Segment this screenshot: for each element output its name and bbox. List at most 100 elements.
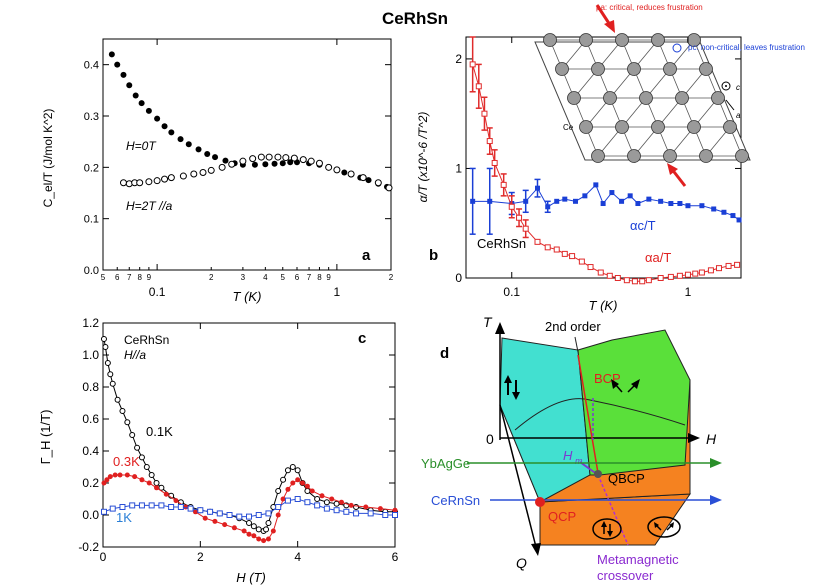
panel-c-series-0-3k-point (163, 491, 169, 497)
panel-a-series-h-2t-a-point (333, 166, 341, 174)
panel-b-series--a-t-point (631, 278, 638, 285)
panel-b-label: b (429, 247, 438, 264)
inset-ce-atom (699, 149, 713, 163)
panel-a-series-h-2t-a-point (218, 163, 226, 171)
panel-a-xminor-label: 3 (241, 273, 246, 282)
panel-c-series-1k-point (100, 508, 107, 515)
panel-c-series-0-3k-point (265, 536, 271, 542)
panel-a-series-h-2t-a-point (257, 153, 265, 161)
panel-a-series-h-2t-a-point (359, 174, 367, 182)
panel-c-series-0-1k-point (255, 526, 262, 533)
panel-c-series-0-1k-point (114, 396, 121, 403)
panel-c-series-0-3k-point (101, 480, 107, 486)
panel-b-series--c-t-point (677, 201, 683, 207)
panel-b-series--a-t-point (623, 277, 630, 284)
panel-b-series--a-t-point (544, 244, 551, 251)
panel-c-series-0-1k-point (284, 467, 291, 474)
spin-circle-canted-icon (647, 516, 681, 538)
panel-c-series-0-1k-point (294, 467, 301, 474)
panel-c-series-0-1k-point (148, 472, 155, 478)
panel-b-xlabel: T (K) (589, 298, 618, 313)
panel-c-series-0-1k-point (104, 360, 111, 366)
panel-c-series-0-3k-point (251, 533, 257, 539)
panel-b-series--c-t-point (582, 193, 588, 199)
inset-ce-label: Ce (563, 123, 574, 132)
panel-a-series-h-2t-a-point (207, 166, 215, 174)
inset-ce-atom (603, 91, 617, 105)
panel-a-series-h-2t-a-point (290, 154, 298, 162)
panel-a-series-h-0t-point (177, 136, 184, 143)
panel-c-series-0-1k-point (275, 488, 282, 494)
panel-c-series-1k-point (148, 502, 155, 509)
spin-circle-updown-icon (592, 518, 622, 540)
panel-c-series-0-1k-point (134, 444, 141, 451)
panel-b-series--c-t-point (668, 201, 674, 207)
panel-a-series-h-0t-point (262, 161, 269, 168)
panel-c-series-1k-point (304, 499, 311, 506)
panel-c: 0 2 4 6 -0.2 0.0 0.2 0.4 0.6 0.8 1.0 1.2 c CeRhSn H… (38, 316, 399, 585)
panel-b-series--c-t-point (609, 190, 615, 196)
panel-c-xlabel: H (T) (236, 570, 266, 585)
panel-c-series-0-3k-point (285, 486, 291, 492)
panel-c-series-0-3k-point (309, 488, 315, 494)
inset-ce-atom (723, 120, 737, 134)
panel-c-series-0-3k-point (132, 474, 138, 480)
panel-c-label: c (358, 330, 366, 347)
panel-c-series-0-3k-point (256, 536, 262, 542)
panel-a-series-h-2t-a-point (239, 157, 247, 165)
panel-a-series-h-2t-a-point (315, 159, 323, 167)
panel-c-series-0-3k-point (329, 496, 335, 502)
panel-b-series--c-t-point (736, 217, 742, 223)
panel-c-series-1k-point (158, 502, 165, 509)
panel-b-series--a-t-point (676, 272, 683, 279)
panel-c-series-0-3k-point (290, 480, 296, 486)
panel-a-series-h-0t (108, 51, 390, 190)
panel-b-series--c-t-point (554, 198, 560, 204)
panel-a-xminor-label: 2 (209, 273, 214, 282)
panel-a-series-h-2t-a-point (299, 156, 307, 164)
panel-c-series-0-3k-point (117, 472, 123, 478)
panel-c-ytick-label: 0.8 (82, 380, 99, 394)
inset-ce-atom (651, 33, 665, 47)
panel-c-series-0-3k-point (280, 496, 286, 502)
panel-c-series-1k-point (392, 512, 398, 518)
panel-c-series-0-1k-point (265, 520, 272, 526)
panel-b-series--a-t-point (508, 203, 515, 210)
panel-b-series--c-t-point (658, 198, 664, 204)
panel-b-series--c-t-point (699, 203, 705, 209)
panel-b-series--c-t-point (572, 198, 578, 204)
panel-b-xtick-label: 1 (685, 285, 692, 299)
panel-b-series--a-t-point (667, 273, 674, 280)
panel-b-series--c-t-point (619, 198, 625, 204)
panel-c-series-0-3k-point (348, 502, 354, 508)
inset-ce-atom (651, 120, 665, 134)
panel-a-series-h-2t-a (119, 153, 393, 192)
inset-ce-atom (555, 62, 569, 76)
panel-a-series-h-0t-point (168, 129, 175, 136)
panel-c-series-1k-point (353, 510, 360, 517)
axis-origin-label: 0 (486, 431, 494, 447)
inset-ce-atom (675, 91, 689, 105)
hm-label: H (563, 448, 573, 463)
panel-c-series-0-3k-point (104, 477, 110, 483)
panel-b-series--a-t-point (500, 181, 507, 188)
panel-b-series--c-t-point (562, 196, 568, 202)
panel-a-series-h-0t-point (138, 100, 145, 107)
inset-ce-atom (663, 62, 677, 76)
ybagge-arrow (710, 458, 722, 468)
panel-b-series--a-t (469, 36, 741, 285)
panel-a-series-h-2t-a-point (307, 157, 315, 165)
panel-c-series-0-1k-point (289, 464, 296, 470)
panel-a-series-h-0t-point (222, 157, 229, 164)
panel-b-series--c-t-point (646, 196, 652, 202)
panel-c-series-1k-point (367, 510, 374, 517)
panel-a-series-h-2t-a-point (190, 170, 198, 178)
second-order-label: 2nd order (545, 319, 601, 334)
metamagnetic-line (597, 474, 629, 546)
panel-c-series-0-1k-point (333, 500, 340, 507)
panel-a-series-h-2t-a-point (153, 177, 161, 185)
bcp-line (577, 354, 599, 474)
cernsn-label: CeRnSn (431, 493, 480, 508)
panel-c-series-1k-point (216, 510, 223, 517)
